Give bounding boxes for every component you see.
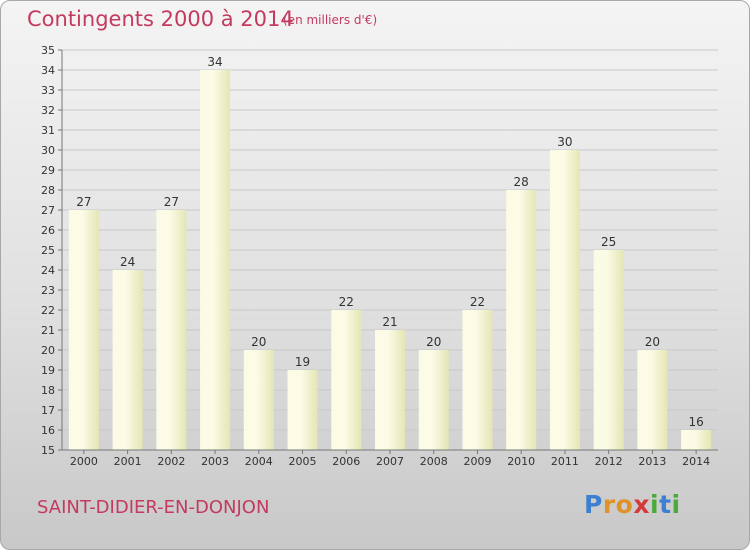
logo-letter: i — [671, 490, 681, 519]
y-tick-label: 21 — [41, 324, 55, 337]
x-tick-label: 2007 — [376, 455, 404, 468]
value-label: 20 — [645, 335, 660, 349]
value-label: 21 — [382, 315, 397, 329]
y-tick-label: 33 — [41, 84, 55, 97]
value-label: 22 — [470, 295, 485, 309]
logo-letter: r — [602, 490, 616, 519]
bar — [681, 430, 712, 450]
bar — [593, 250, 624, 450]
bar — [243, 350, 274, 450]
logo-letter: o — [615, 490, 634, 519]
x-tick-label: 2009 — [463, 455, 491, 468]
x-tick-label: 2001 — [114, 455, 142, 468]
y-tick-label: 30 — [41, 144, 55, 157]
y-tick-label: 22 — [41, 304, 55, 317]
y-tick-label: 34 — [41, 64, 55, 77]
bar — [637, 350, 668, 450]
x-tick-label: 2004 — [245, 455, 273, 468]
value-label: 30 — [557, 135, 572, 149]
y-tick-label: 27 — [41, 204, 55, 217]
logo-letter: x — [633, 490, 650, 519]
value-label: 25 — [601, 235, 616, 249]
chart-title: Contingents 2000 à 2014 — [27, 7, 294, 31]
value-label: 24 — [120, 255, 135, 269]
y-tick-label: 23 — [41, 284, 55, 297]
logo-letter: i — [650, 490, 660, 519]
bar — [200, 70, 231, 450]
bar — [287, 370, 318, 450]
x-tick-label: 2011 — [551, 455, 579, 468]
x-tick-label: 2008 — [420, 455, 448, 468]
y-tick-label: 20 — [41, 344, 55, 357]
value-label: 34 — [207, 55, 222, 69]
bar — [506, 190, 537, 450]
bar — [462, 310, 493, 450]
x-tick-label: 2012 — [595, 455, 623, 468]
bar — [549, 150, 580, 450]
bar — [375, 330, 405, 450]
bar — [331, 310, 362, 450]
value-label: 22 — [339, 295, 354, 309]
y-tick-label: 18 — [41, 384, 55, 397]
y-tick-label: 16 — [41, 424, 55, 437]
chart-subtitle: (en milliers d'€) — [283, 13, 378, 27]
value-label: 16 — [688, 415, 703, 429]
value-label: 20 — [426, 335, 441, 349]
y-tick-label: 31 — [41, 124, 55, 137]
y-tick-label: 35 — [41, 44, 55, 57]
x-tick-label: 2000 — [70, 455, 98, 468]
y-tick-label: 28 — [41, 184, 55, 197]
bar — [156, 210, 187, 450]
value-label: 27 — [164, 195, 179, 209]
logo-letter: P — [584, 490, 603, 519]
bar — [112, 270, 143, 450]
bar — [418, 350, 449, 450]
x-tick-label: 2002 — [157, 455, 185, 468]
data-labels: 27 24 27 34 20 19 22 21 20 22 28 30 25 20 16 — [76, 55, 704, 429]
value-label: 19 — [295, 355, 310, 369]
y-tick-label: 25 — [41, 244, 55, 257]
bars — [68, 70, 712, 450]
y-tick-label: 17 — [41, 404, 55, 417]
value-label: 20 — [251, 335, 266, 349]
axes: 15 16 17 18 19 20 21 22 23 24 25 26 27 28 29 30 31 32 33 34… — [41, 44, 718, 468]
commune-name: SAINT-DIDIER-EN-DONJON — [37, 497, 270, 518]
value-label: 28 — [514, 175, 529, 189]
y-tick-label: 19 — [41, 364, 55, 377]
x-tick-label: 2006 — [332, 455, 360, 468]
proxiti-logo: Proxiti — [584, 490, 681, 519]
bar — [68, 210, 99, 450]
x-tick-label: 2014 — [682, 455, 710, 468]
x-tick-label: 2005 — [289, 455, 317, 468]
y-tick-label: 15 — [41, 444, 55, 457]
y-tick-label: 29 — [41, 164, 55, 177]
y-tick-label: 26 — [41, 224, 55, 237]
y-tick-label: 24 — [41, 264, 55, 277]
x-tick-label: 2003 — [201, 455, 229, 468]
value-label: 27 — [76, 195, 91, 209]
y-tick-label: 32 — [41, 104, 55, 117]
x-tick-label: 2013 — [638, 455, 666, 468]
x-tick-label: 2010 — [507, 455, 535, 468]
logo-letter: t — [659, 490, 672, 519]
